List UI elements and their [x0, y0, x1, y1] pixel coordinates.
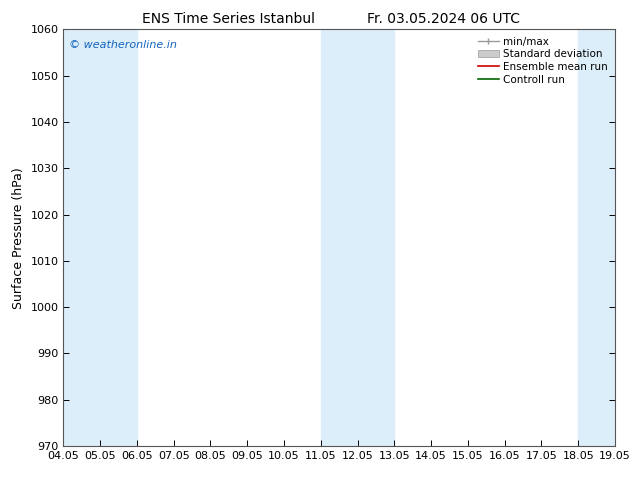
Text: ENS Time Series Istanbul: ENS Time Series Istanbul [142, 12, 314, 26]
Bar [100, 29, 137, 446]
Y-axis label: Surface Pressure (hPa): Surface Pressure (hPa) [12, 167, 25, 309]
Text: © weatheronline.in: © weatheronline.in [69, 40, 177, 50]
Bar [63, 29, 100, 446]
Legend: min/max, Standard deviation, Ensemble mean run, Controll run: min/max, Standard deviation, Ensemble me… [476, 35, 610, 87]
Bar [578, 29, 615, 446]
Text: Fr. 03.05.2024 06 UTC: Fr. 03.05.2024 06 UTC [367, 12, 521, 26]
Bar [321, 29, 394, 446]
